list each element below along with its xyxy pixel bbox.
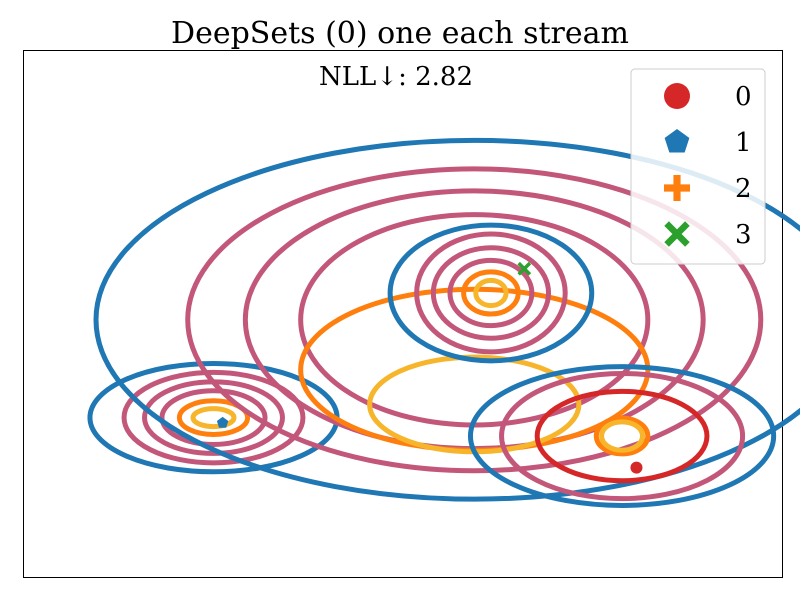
legend-frame	[630, 68, 766, 265]
chart-title: DeepSets (0) one each stream	[171, 16, 629, 51]
data-point-series-3	[517, 261, 532, 276]
contour-ring-5-1	[499, 370, 746, 502]
contour-ring-5-2	[534, 388, 710, 484]
contour-ring-5-3	[593, 415, 651, 457]
legend-label-2: 2	[735, 174, 752, 204]
nll-subtitle: NLL↓: 2.82	[319, 62, 473, 92]
contour-ring-4-0	[387, 222, 595, 364]
contour-ring-5-0	[467, 364, 777, 508]
contour-ring-4-2	[430, 245, 552, 341]
legend-marker-0	[664, 83, 690, 109]
data-point-series-1	[216, 416, 229, 428]
data-points	[216, 261, 643, 474]
density-contours	[87, 137, 800, 508]
legend-label-3: 3	[735, 220, 752, 250]
legend: 0 1 2 3	[630, 68, 766, 265]
legend-label-1: 1	[735, 128, 752, 158]
contour-ring-5-4	[599, 419, 646, 453]
contour-ring-0-5	[190, 406, 237, 430]
contour-ring-1-1	[185, 166, 764, 474]
contour-ring-4-1	[414, 231, 568, 355]
legend-marker-1	[664, 129, 690, 153]
contour-ring-0-4	[176, 398, 251, 437]
legend-label-0: 0	[735, 82, 752, 112]
data-point-series-0	[630, 461, 643, 474]
legend-marker-2	[664, 175, 690, 201]
contour-ring-4-3	[447, 257, 535, 329]
contour-ring-4-4	[461, 269, 521, 317]
contour-ring-0-1	[121, 369, 306, 466]
legend-marker-3	[664, 221, 690, 247]
contour-ring-0-3	[159, 388, 268, 447]
contour-ring-1-0	[93, 137, 800, 502]
contour-ring-4-5	[473, 277, 509, 309]
